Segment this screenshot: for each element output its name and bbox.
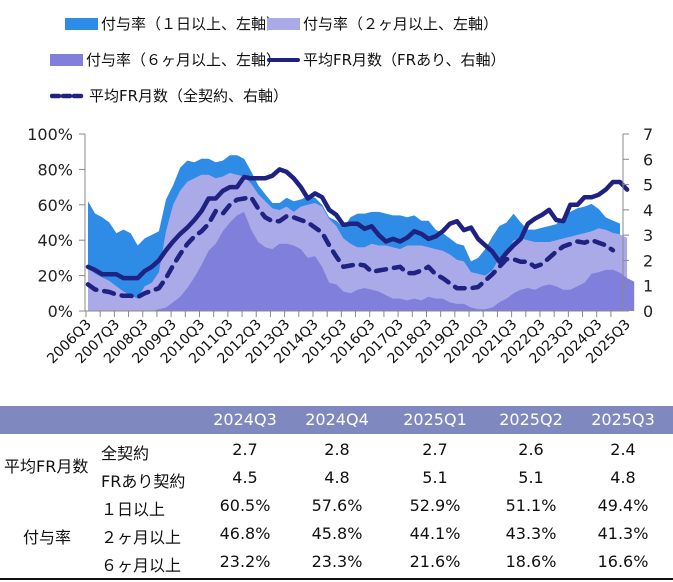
row-label: FRあり契約	[101, 472, 186, 491]
table-cell: 21.6%	[409, 552, 461, 571]
table-cell: 51.1%	[505, 496, 557, 515]
legend-swatch-2month	[267, 17, 300, 30]
right-tick-label: 6	[643, 150, 653, 169]
table-cell: 23.2%	[219, 552, 271, 571]
table-cell: 52.9%	[409, 496, 461, 515]
line-series-3	[85, 167, 630, 281]
chart-legend: 付与率（１日以上、左軸） 付与率（２ヶ月以上、左軸） 付与率（６ヶ月以上、左軸）…	[0, 0, 673, 110]
legend-swatch-6month	[50, 53, 83, 66]
col-header: 2024Q4	[305, 410, 369, 429]
legend-item-1day: 付与率（１日以上、左軸）	[65, 13, 281, 34]
group-label-grant-rate: 付与率	[23, 528, 72, 547]
legend-swatch-1day	[65, 17, 98, 30]
table-cell: 43.3%	[505, 524, 557, 543]
table-cell: 18.6%	[505, 552, 557, 571]
col-header: 2025Q1	[403, 410, 467, 429]
legend-item-2month: 付与率（２ヶ月以上、左軸）	[267, 13, 498, 34]
right-tick-label: 3	[643, 226, 653, 245]
table-cell: 16.6%	[597, 552, 649, 571]
row-label: ２ヶ月以上	[101, 528, 182, 547]
col-header: 2024Q3	[213, 410, 277, 429]
table-cell: 45.8%	[311, 524, 363, 543]
right-tick-label: 2	[643, 251, 653, 270]
table-cell: 2.7	[422, 440, 448, 459]
row-label: ６ヶ月以上	[101, 556, 182, 575]
legend-label-1day: 付与率（１日以上、左軸）	[101, 15, 282, 33]
table-cell: 2.7	[232, 440, 258, 459]
table-cell: 23.3%	[311, 552, 363, 571]
area-series-2	[88, 211, 635, 311]
table-cell: 4.5	[232, 468, 258, 487]
table-cell: 4.8	[610, 468, 636, 487]
legend-item-fr-line: 平均FR月数（FRあり、右軸）	[267, 49, 506, 70]
table-cell: 2.8	[324, 440, 350, 459]
right-tick-label: 1	[643, 277, 653, 296]
group-label-fr-months: 平均FR月数	[4, 457, 89, 476]
table-cell: 60.5%	[219, 496, 271, 515]
table-cell: 2.4	[610, 440, 636, 459]
legend-label-2month: 付与率（２ヶ月以上、左軸）	[303, 15, 499, 33]
table-cell: 5.1	[422, 468, 448, 487]
left-tick-label: 100%	[27, 125, 73, 144]
col-header: 2025Q3	[591, 410, 655, 429]
legend-item-all-dash: 平均FR月数（全契約、右軸）	[50, 85, 288, 106]
left-tick-label: 40%	[37, 231, 73, 250]
line-series-4	[85, 194, 616, 300]
table-cell: 49.4%	[597, 496, 649, 515]
legend-swatch-all-dash	[50, 93, 86, 98]
table-cell: 4.8	[324, 468, 350, 487]
left-tick-label: 0%	[48, 302, 73, 321]
table-cell: 2.6	[518, 440, 544, 459]
table-bottom-border	[0, 578, 673, 580]
row-label: １日以上	[101, 500, 166, 519]
legend-label-all-dash: 平均FR月数（全契約、右軸）	[89, 87, 289, 105]
left-tick-label: 80%	[37, 160, 73, 179]
col-header: 2025Q2	[499, 410, 563, 429]
table-cell: 5.1	[518, 468, 544, 487]
legend-label-fr-line: 平均FR月数（FRあり、右軸）	[303, 51, 506, 69]
table-cell: 44.1%	[409, 524, 461, 543]
table-cell: 57.6%	[311, 496, 363, 515]
right-tick-label: 5	[643, 176, 653, 195]
table-cell: 41.3%	[597, 524, 649, 543]
table-cell: 46.8%	[219, 524, 271, 543]
legend-label-6month: 付与率（６ヶ月以上、左軸）	[86, 51, 282, 69]
right-tick-label: 7	[643, 125, 653, 144]
row-label: 全契約	[101, 444, 150, 463]
right-tick-label: 4	[643, 201, 653, 220]
legend-item-6month: 付与率（６ヶ月以上、左軸）	[50, 49, 281, 70]
legend-swatch-fr-line	[267, 57, 300, 62]
right-tick-label: 0	[643, 302, 653, 321]
left-tick-label: 60%	[37, 196, 73, 215]
left-tick-label: 20%	[37, 267, 73, 286]
table-header: 2024Q3 2024Q4 2025Q1 2025Q2 2025Q3	[0, 406, 673, 434]
